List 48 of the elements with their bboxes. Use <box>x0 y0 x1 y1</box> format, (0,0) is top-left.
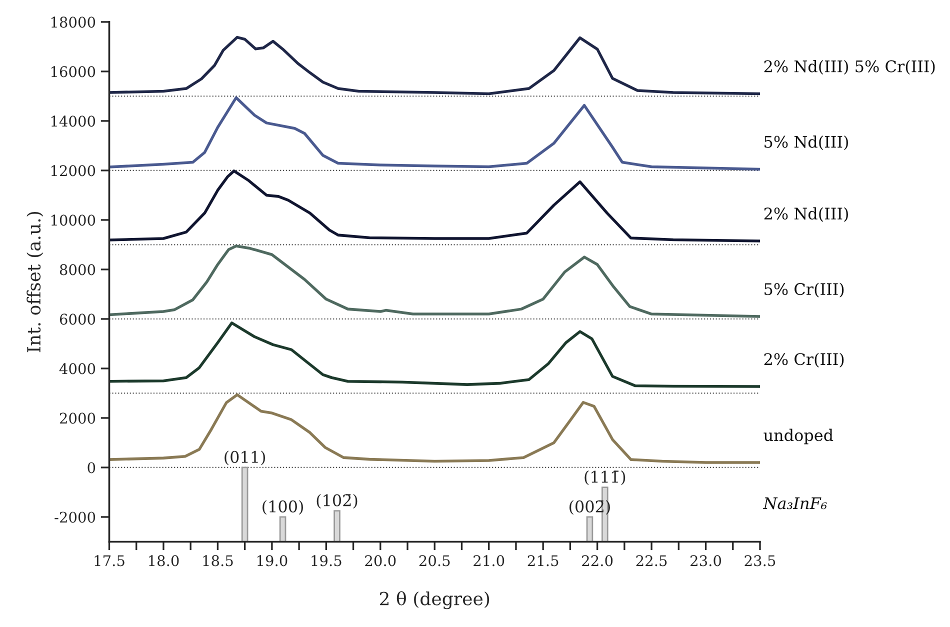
x-tick-label: 18.0 <box>149 555 179 566</box>
line-series <box>109 96 760 171</box>
bar <box>241 466 248 542</box>
y-tick-label: 6000 <box>60 314 96 325</box>
y-tick-label: -2000 <box>54 512 96 523</box>
series-label: 5% Nd(III) <box>764 136 848 150</box>
bar <box>279 516 286 542</box>
x-tick-label: 22.5 <box>636 555 667 566</box>
x-tick-label: 23.0 <box>690 555 722 566</box>
y-tick-label: 14000 <box>51 116 96 127</box>
line-series <box>109 393 760 464</box>
y-tick-label: 18000 <box>51 16 96 28</box>
text: Na₃InF₆ <box>762 497 827 510</box>
y-tick-label: 12000 <box>51 165 96 176</box>
annotation: (011) <box>224 450 266 466</box>
line-series <box>109 322 760 388</box>
annotation: (111̄) <box>584 470 626 486</box>
annotation: (102̄) <box>316 494 358 509</box>
bar <box>334 510 340 542</box>
y-tick-label: 0 <box>88 462 96 474</box>
line-series <box>109 170 760 242</box>
x-tick-label: 19.5 <box>312 555 342 566</box>
y-tick-label: 10000 <box>51 214 96 226</box>
y-tick-label: 16000 <box>51 66 96 78</box>
x-tick-label: 22.0 <box>582 555 613 566</box>
x-tick-label: 19.0 <box>257 555 288 566</box>
x-tick-label: 18.5 <box>203 555 233 566</box>
series-label: 5% Cr(III) <box>764 282 844 298</box>
y-tick-label: 4000 <box>59 363 96 374</box>
bar <box>586 516 594 542</box>
series-label: 2% Nd(III) <box>764 207 848 222</box>
y-tick-label: 8000 <box>60 264 96 276</box>
line-series <box>109 244 760 318</box>
x-tick-label: 20.5 <box>419 555 450 566</box>
series-label: undoped <box>764 428 834 444</box>
x-tick-label: 20.0 <box>365 555 396 566</box>
series-label: 2% Cr(III) <box>764 352 844 368</box>
annotation: (002̄) <box>570 500 610 515</box>
series-label: 2% Nd(III) 5% Cr(III) <box>764 60 935 75</box>
x-axis-title: 2 θ (degree) <box>380 591 490 610</box>
x-tick-label: 23.5 <box>744 555 776 566</box>
y-axis-title: Int. offset (a.u.) <box>26 212 44 352</box>
x-tick-label: 21.5 <box>528 555 558 566</box>
x-tick-label: 21.0 <box>474 555 504 566</box>
y-tick-label: 2000 <box>60 412 96 424</box>
x-tick-label: 17.5 <box>94 555 124 566</box>
annotation: (100) <box>262 500 303 515</box>
line-series <box>109 36 760 96</box>
